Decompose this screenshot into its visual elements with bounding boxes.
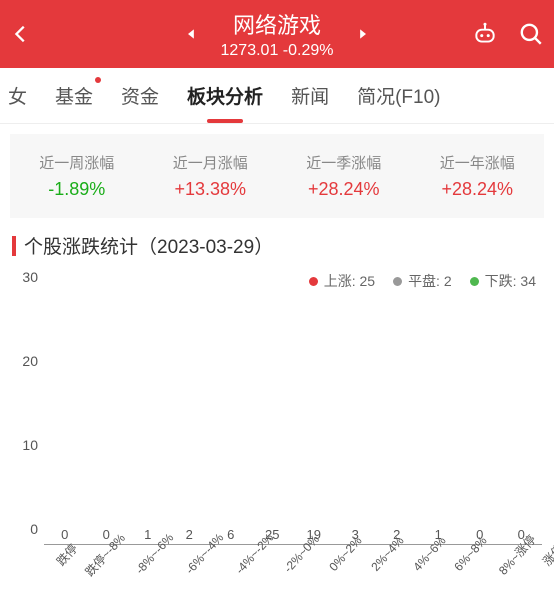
- next-stock-icon[interactable]: [356, 27, 370, 41]
- period-stat-0[interactable]: 近一周涨幅 -1.89%: [10, 134, 144, 218]
- legend-item-1: 平盘: 2: [393, 271, 452, 291]
- legend-swatch: [393, 277, 402, 286]
- stock-price: 1273.01: [221, 42, 279, 59]
- period-stat-3[interactable]: 近一年涨幅 +28.24%: [411, 134, 545, 218]
- stock-change: -0.29%: [283, 42, 334, 59]
- tab-2[interactable]: 板块分析: [173, 68, 277, 123]
- distribution-chart: 0102030 00126251932100 跌停跌停~-8%-8%~-6%-6…: [14, 293, 546, 583]
- y-tick: 30: [22, 269, 38, 285]
- chart-plot: 00126251932100: [44, 293, 542, 545]
- period-stat-label: 近一周涨幅: [39, 152, 114, 173]
- y-tick: 20: [22, 353, 38, 369]
- period-stat-label: 近一季涨幅: [306, 152, 381, 173]
- y-tick: 10: [22, 437, 38, 453]
- period-stat-label: 近一年涨幅: [440, 152, 515, 173]
- legend-item-2: 下跌: 34: [470, 271, 536, 291]
- period-stat-value: +13.38%: [174, 179, 246, 200]
- tab-partial[interactable]: 女: [6, 68, 41, 123]
- tab-3[interactable]: 新闻: [277, 68, 343, 123]
- period-stat-value: -1.89%: [48, 179, 105, 200]
- legend-swatch: [470, 277, 479, 286]
- period-stat-1[interactable]: 近一月涨幅 +13.38%: [144, 134, 278, 218]
- period-stat-value: +28.24%: [308, 179, 380, 200]
- prev-stock-icon[interactable]: [185, 27, 199, 41]
- period-stat-label: 近一月涨幅: [173, 152, 248, 173]
- back-icon[interactable]: [10, 23, 32, 45]
- period-stat-2[interactable]: 近一季涨幅 +28.24%: [277, 134, 411, 218]
- section-title-text: 个股涨跌统计（2023-03-29）: [24, 232, 273, 259]
- stock-subline: 1273.01 -0.29%: [221, 42, 334, 60]
- app-header: 网络游戏 1273.01 -0.29%: [0, 0, 554, 68]
- section-title: 个股涨跌统计（2023-03-29）: [12, 232, 542, 259]
- header-center: 网络游戏 1273.01 -0.29%: [185, 8, 370, 60]
- title-block: 网络游戏 1273.01 -0.29%: [221, 8, 334, 60]
- chart-legend: 上涨: 25 平盘: 2 下跌: 34: [0, 265, 554, 293]
- tab-4[interactable]: 简况(F10): [343, 68, 454, 123]
- bar-value-label: 2: [186, 527, 193, 542]
- legend-label: 平盘: 2: [408, 271, 452, 291]
- y-axis: 0102030: [14, 293, 44, 545]
- tab-1[interactable]: 资金: [107, 68, 173, 123]
- legend-label: 下跌: 34: [485, 271, 536, 291]
- period-stats-row: 近一周涨幅-1.89%近一月涨幅+13.38%近一季涨幅+28.24%近一年涨幅…: [10, 134, 544, 218]
- bar-value-label: 6: [227, 527, 234, 542]
- bars-container: 00126251932100: [44, 293, 542, 544]
- period-stat-value: +28.24%: [441, 179, 513, 200]
- legend-label: 上涨: 25: [324, 271, 375, 291]
- search-icon[interactable]: [518, 21, 544, 47]
- header-right: [472, 21, 544, 47]
- stock-title: 网络游戏: [221, 8, 334, 40]
- tab-bar: 女基金资金板块分析新闻简况(F10): [0, 68, 554, 124]
- legend-item-0: 上涨: 25: [309, 271, 375, 291]
- y-tick: 0: [30, 521, 38, 537]
- legend-swatch: [309, 277, 318, 286]
- tab-0[interactable]: 基金: [41, 68, 107, 123]
- robot-icon[interactable]: [472, 21, 498, 47]
- x-axis: 跌停跌停~-8%-8%~-6%-6%~-4%-4%~-2%-2%~0%0%~2%…: [44, 545, 542, 583]
